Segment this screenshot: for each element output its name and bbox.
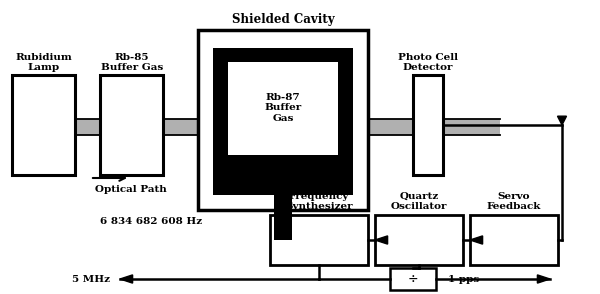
Bar (228, 62, 338, 155)
Text: Servo
Feedback: Servo Feedback (487, 192, 541, 211)
Text: Quartz
Oscillator: Quartz Oscillator (391, 192, 447, 211)
Text: Optical Path: Optical Path (95, 185, 167, 194)
Text: Shielded Cavity: Shielded Cavity (232, 13, 334, 26)
Text: Rb-87
Buffer
Gas: Rb-87 Buffer Gas (265, 93, 302, 123)
Bar (14, 119, 500, 135)
Polygon shape (120, 275, 133, 283)
Text: 6 834 682 608 Hz: 6 834 682 608 Hz (100, 218, 202, 226)
Bar (390, 268, 436, 290)
Polygon shape (278, 215, 287, 224)
Text: Rb-85
Buffer Gas: Rb-85 Buffer Gas (101, 53, 163, 72)
Text: Photo Cell
Detector: Photo Cell Detector (398, 53, 458, 72)
Polygon shape (375, 236, 388, 244)
Text: ÷: ÷ (407, 273, 418, 285)
Polygon shape (470, 236, 482, 244)
Bar (198, 30, 368, 210)
Polygon shape (538, 275, 550, 283)
Text: Rubidium
Lamp: Rubidium Lamp (16, 53, 73, 72)
Bar (274, 195, 292, 240)
Bar (213, 48, 353, 195)
Bar (375, 215, 463, 265)
Polygon shape (557, 116, 566, 125)
Bar (12, 75, 75, 175)
Text: 1 pps: 1 pps (448, 275, 479, 283)
Text: 5 MHz: 5 MHz (72, 275, 110, 283)
Bar (100, 75, 163, 175)
Text: Frequency
Synthesizer: Frequency Synthesizer (285, 192, 353, 211)
Bar (413, 75, 443, 175)
Bar (270, 215, 368, 265)
Bar (470, 215, 558, 265)
